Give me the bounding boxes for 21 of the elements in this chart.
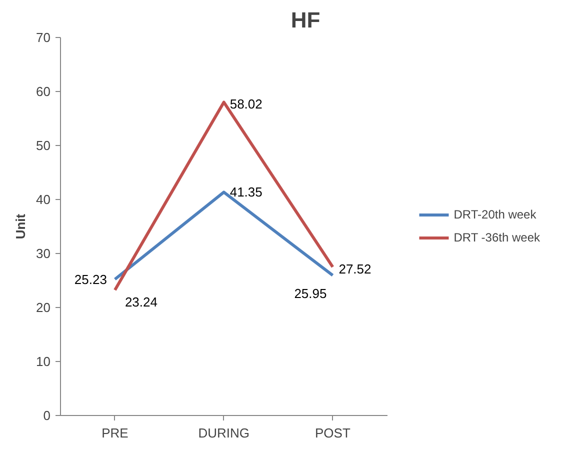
chart-title: HF (290, 8, 320, 32)
y-tick-label: 30 (36, 246, 51, 261)
data-label: 23.24 (124, 294, 158, 310)
legend-label: DRT -36th week (454, 230, 540, 244)
data-label: 41.35 (230, 184, 262, 200)
y-tick-label: 20 (36, 300, 51, 315)
y-tick-label: 50 (36, 138, 51, 153)
y-tick-label: 10 (36, 354, 51, 369)
y-tick-label: 70 (36, 30, 51, 45)
legend-label: DRT-20th week (454, 208, 536, 222)
x-tick-label: DURING (198, 426, 250, 440)
x-tick-label: POST (315, 426, 350, 440)
data-label: 25.95 (294, 286, 327, 301)
y-tick-label: 40 (36, 192, 51, 207)
data-label: 27.52 (338, 261, 372, 276)
x-tick-label: PRE (102, 426, 129, 440)
y-tick-label: 0 (43, 408, 51, 423)
y-tick-label: 60 (36, 84, 51, 99)
data-label: 58.02 (230, 96, 262, 112)
data-label: 25.23 (74, 272, 107, 287)
y-axis-title: Unit (13, 213, 28, 240)
